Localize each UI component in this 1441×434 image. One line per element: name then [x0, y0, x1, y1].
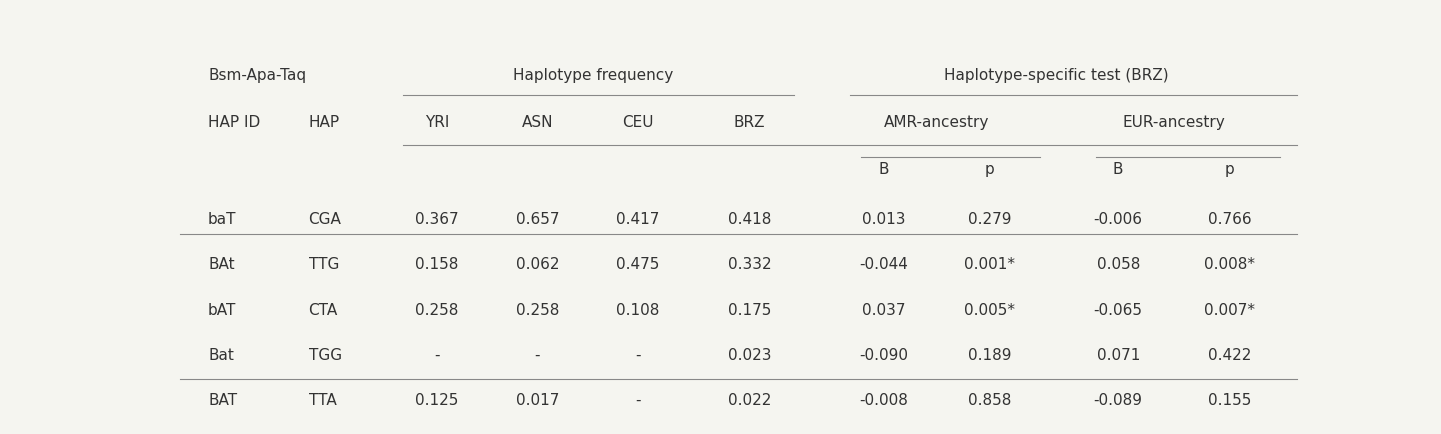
Text: EUR-ancestry: EUR-ancestry	[1123, 115, 1225, 130]
Text: -0.065: -0.065	[1094, 302, 1143, 317]
Text: 0.001*: 0.001*	[964, 257, 1016, 272]
Text: Bsm-Apa-Taq: Bsm-Apa-Taq	[208, 68, 305, 83]
Text: 0.475: 0.475	[617, 257, 660, 272]
Text: 0.125: 0.125	[415, 392, 458, 407]
Text: 0.062: 0.062	[516, 257, 559, 272]
Text: -0.008: -0.008	[859, 392, 908, 407]
Text: BRZ: BRZ	[733, 115, 765, 130]
Text: B: B	[1112, 161, 1124, 177]
Text: -0.089: -0.089	[1094, 392, 1143, 407]
Text: -0.006: -0.006	[1094, 212, 1143, 227]
Text: 0.417: 0.417	[617, 212, 660, 227]
Text: 0.007*: 0.007*	[1205, 302, 1255, 317]
Text: -: -	[434, 347, 440, 362]
Text: TTA: TTA	[308, 392, 336, 407]
Text: -: -	[635, 392, 641, 407]
Text: 0.008*: 0.008*	[1205, 257, 1255, 272]
Text: 0.175: 0.175	[728, 302, 771, 317]
Text: HAP ID: HAP ID	[208, 115, 261, 130]
Text: BAT: BAT	[208, 392, 238, 407]
Text: CEU: CEU	[623, 115, 654, 130]
Text: ASN: ASN	[522, 115, 553, 130]
Text: 0.367: 0.367	[415, 212, 458, 227]
Text: 0.279: 0.279	[968, 212, 1012, 227]
Text: CTA: CTA	[308, 302, 337, 317]
Text: -: -	[535, 347, 540, 362]
Text: 0.013: 0.013	[862, 212, 905, 227]
Text: p: p	[984, 161, 994, 177]
Text: AMR-ancestry: AMR-ancestry	[883, 115, 990, 130]
Text: 0.766: 0.766	[1208, 212, 1252, 227]
Text: Haplotype-specific test (BRZ): Haplotype-specific test (BRZ)	[944, 68, 1169, 83]
Text: 0.071: 0.071	[1097, 347, 1140, 362]
Text: B: B	[879, 161, 889, 177]
Text: 0.858: 0.858	[968, 392, 1012, 407]
Text: 0.037: 0.037	[862, 302, 905, 317]
Text: 0.005*: 0.005*	[964, 302, 1016, 317]
Text: 0.023: 0.023	[728, 347, 771, 362]
Text: HAP: HAP	[308, 115, 340, 130]
Text: YRI: YRI	[425, 115, 450, 130]
Text: 0.108: 0.108	[617, 302, 660, 317]
Text: TGG: TGG	[308, 347, 342, 362]
Text: CGA: CGA	[308, 212, 342, 227]
Text: 0.657: 0.657	[516, 212, 559, 227]
Text: TTG: TTG	[308, 257, 339, 272]
Text: 0.022: 0.022	[728, 392, 771, 407]
Text: p: p	[1225, 161, 1235, 177]
Text: 0.422: 0.422	[1208, 347, 1252, 362]
Text: 0.418: 0.418	[728, 212, 771, 227]
Text: 0.158: 0.158	[415, 257, 458, 272]
Text: bAT: bAT	[208, 302, 236, 317]
Text: Haplotype frequency: Haplotype frequency	[513, 68, 673, 83]
Text: baT: baT	[208, 212, 236, 227]
Text: 0.155: 0.155	[1208, 392, 1252, 407]
Text: -0.044: -0.044	[859, 257, 908, 272]
Text: BAt: BAt	[208, 257, 235, 272]
Text: 0.258: 0.258	[415, 302, 458, 317]
Text: 0.332: 0.332	[728, 257, 771, 272]
Text: -0.090: -0.090	[859, 347, 908, 362]
Text: 0.189: 0.189	[968, 347, 1012, 362]
Text: 0.058: 0.058	[1097, 257, 1140, 272]
Text: 0.258: 0.258	[516, 302, 559, 317]
Text: 0.017: 0.017	[516, 392, 559, 407]
Text: Bat: Bat	[208, 347, 233, 362]
Text: -: -	[635, 347, 641, 362]
